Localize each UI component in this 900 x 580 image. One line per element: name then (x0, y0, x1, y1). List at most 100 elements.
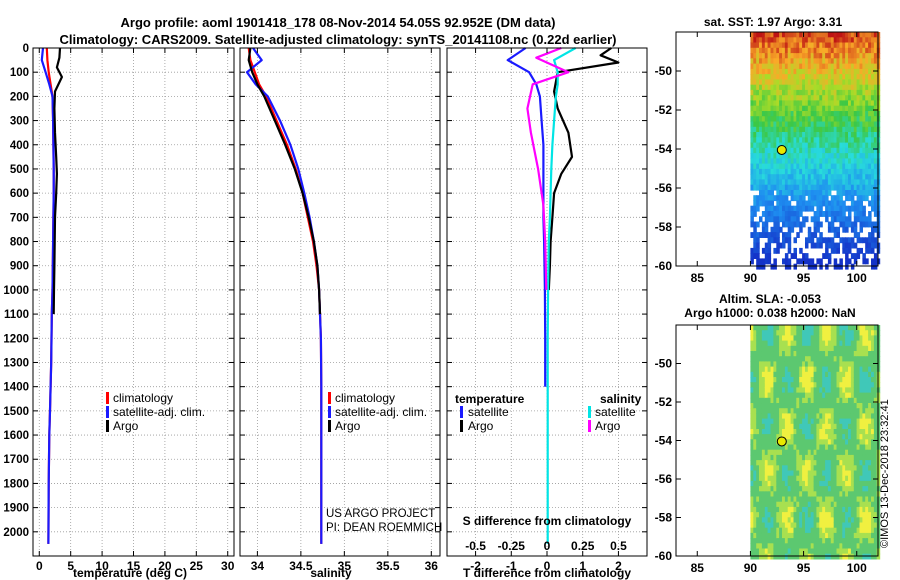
map-cell (782, 382, 786, 388)
map-cell (807, 258, 812, 265)
map-cell (759, 74, 763, 80)
map-cell (822, 548, 826, 555)
map-cell (833, 470, 838, 477)
map-cell (822, 423, 826, 430)
map-cell (805, 491, 809, 498)
map-cell (839, 501, 843, 508)
map-cell (868, 517, 872, 524)
map-cell (839, 137, 843, 144)
map-cell (842, 506, 846, 513)
map-cell (839, 132, 843, 138)
map-cell (753, 163, 757, 170)
map-cell (799, 179, 803, 186)
map-cell (845, 111, 849, 117)
map-cell (825, 216, 829, 223)
map-cell (776, 423, 780, 430)
map-cell (782, 548, 786, 555)
map-cell (759, 538, 763, 544)
map-cell (805, 84, 809, 91)
map-cell (839, 361, 843, 368)
map-cell (850, 439, 855, 446)
x-tick-label: 25 (190, 559, 204, 573)
map-cell (805, 184, 809, 191)
map-cell (845, 74, 849, 80)
map-cell (787, 37, 792, 44)
map-cell (827, 486, 832, 492)
map-cell (819, 32, 823, 38)
map-cell (825, 163, 829, 170)
map-cell (782, 517, 786, 524)
map-cell (761, 356, 766, 362)
map-cell (807, 351, 812, 357)
map-cell (807, 126, 812, 133)
map-cell (848, 184, 852, 191)
y-tick-label: -52 (655, 395, 673, 409)
map-cell (825, 491, 829, 498)
map-cell (779, 200, 783, 207)
y-tick-label: -56 (655, 181, 673, 195)
map-cell (750, 116, 754, 123)
map-cell (773, 532, 777, 539)
map-cell (756, 63, 760, 70)
map-cell (759, 345, 763, 352)
map-cell (802, 345, 806, 352)
map-cell (827, 163, 832, 170)
map-cell (853, 100, 858, 107)
map-cell (802, 512, 806, 518)
map-cell (756, 247, 760, 254)
map-cell (750, 418, 754, 425)
map-cell (756, 491, 760, 498)
map-cell (767, 397, 772, 404)
map-cell (796, 356, 800, 362)
map-cell (784, 158, 789, 165)
map-cell (813, 200, 818, 207)
map-cell (767, 205, 772, 212)
map-cell (830, 100, 835, 107)
map-cell (753, 418, 757, 425)
map-cell (810, 330, 815, 336)
map-cell (784, 216, 789, 223)
map-cell (819, 377, 823, 383)
map-cell (848, 163, 852, 170)
map-cell (825, 429, 829, 435)
map-cell (805, 413, 809, 420)
map-cell (810, 79, 815, 86)
map-cell (859, 449, 863, 456)
map-cell (816, 403, 820, 409)
map-cell (850, 132, 855, 138)
map-cell (796, 330, 800, 336)
map-cell (862, 340, 866, 347)
map-cell (850, 429, 855, 435)
map-cell (756, 121, 760, 128)
map-cell (825, 58, 829, 65)
map-cell (830, 163, 835, 170)
map-cell (865, 84, 869, 91)
map-cell (873, 387, 878, 394)
map-cell (759, 168, 763, 175)
map-cell (756, 232, 760, 238)
map-cell (776, 37, 780, 44)
map-cell (825, 89, 829, 96)
map-cell (750, 53, 754, 59)
series-line-satellite-adj-clim- (40, 47, 55, 544)
map-cell (807, 361, 812, 368)
map-cell (816, 116, 820, 123)
map-cell (830, 512, 835, 518)
map-cell (759, 200, 763, 207)
map-cell (810, 205, 815, 212)
map-cell (856, 527, 861, 534)
map-cell (807, 382, 812, 388)
map-cell (767, 371, 772, 378)
x-tick-label: 0 (36, 559, 43, 573)
map-cell (793, 179, 797, 186)
map-cell (842, 465, 846, 472)
map-cell (770, 517, 774, 524)
map-cell (827, 137, 832, 144)
map-cell (813, 105, 818, 112)
map-cell (856, 356, 861, 362)
map-cell (759, 501, 763, 508)
map-cell (871, 121, 875, 128)
map-cell (862, 111, 866, 117)
map-cell (850, 142, 855, 149)
map-cell (833, 168, 838, 175)
